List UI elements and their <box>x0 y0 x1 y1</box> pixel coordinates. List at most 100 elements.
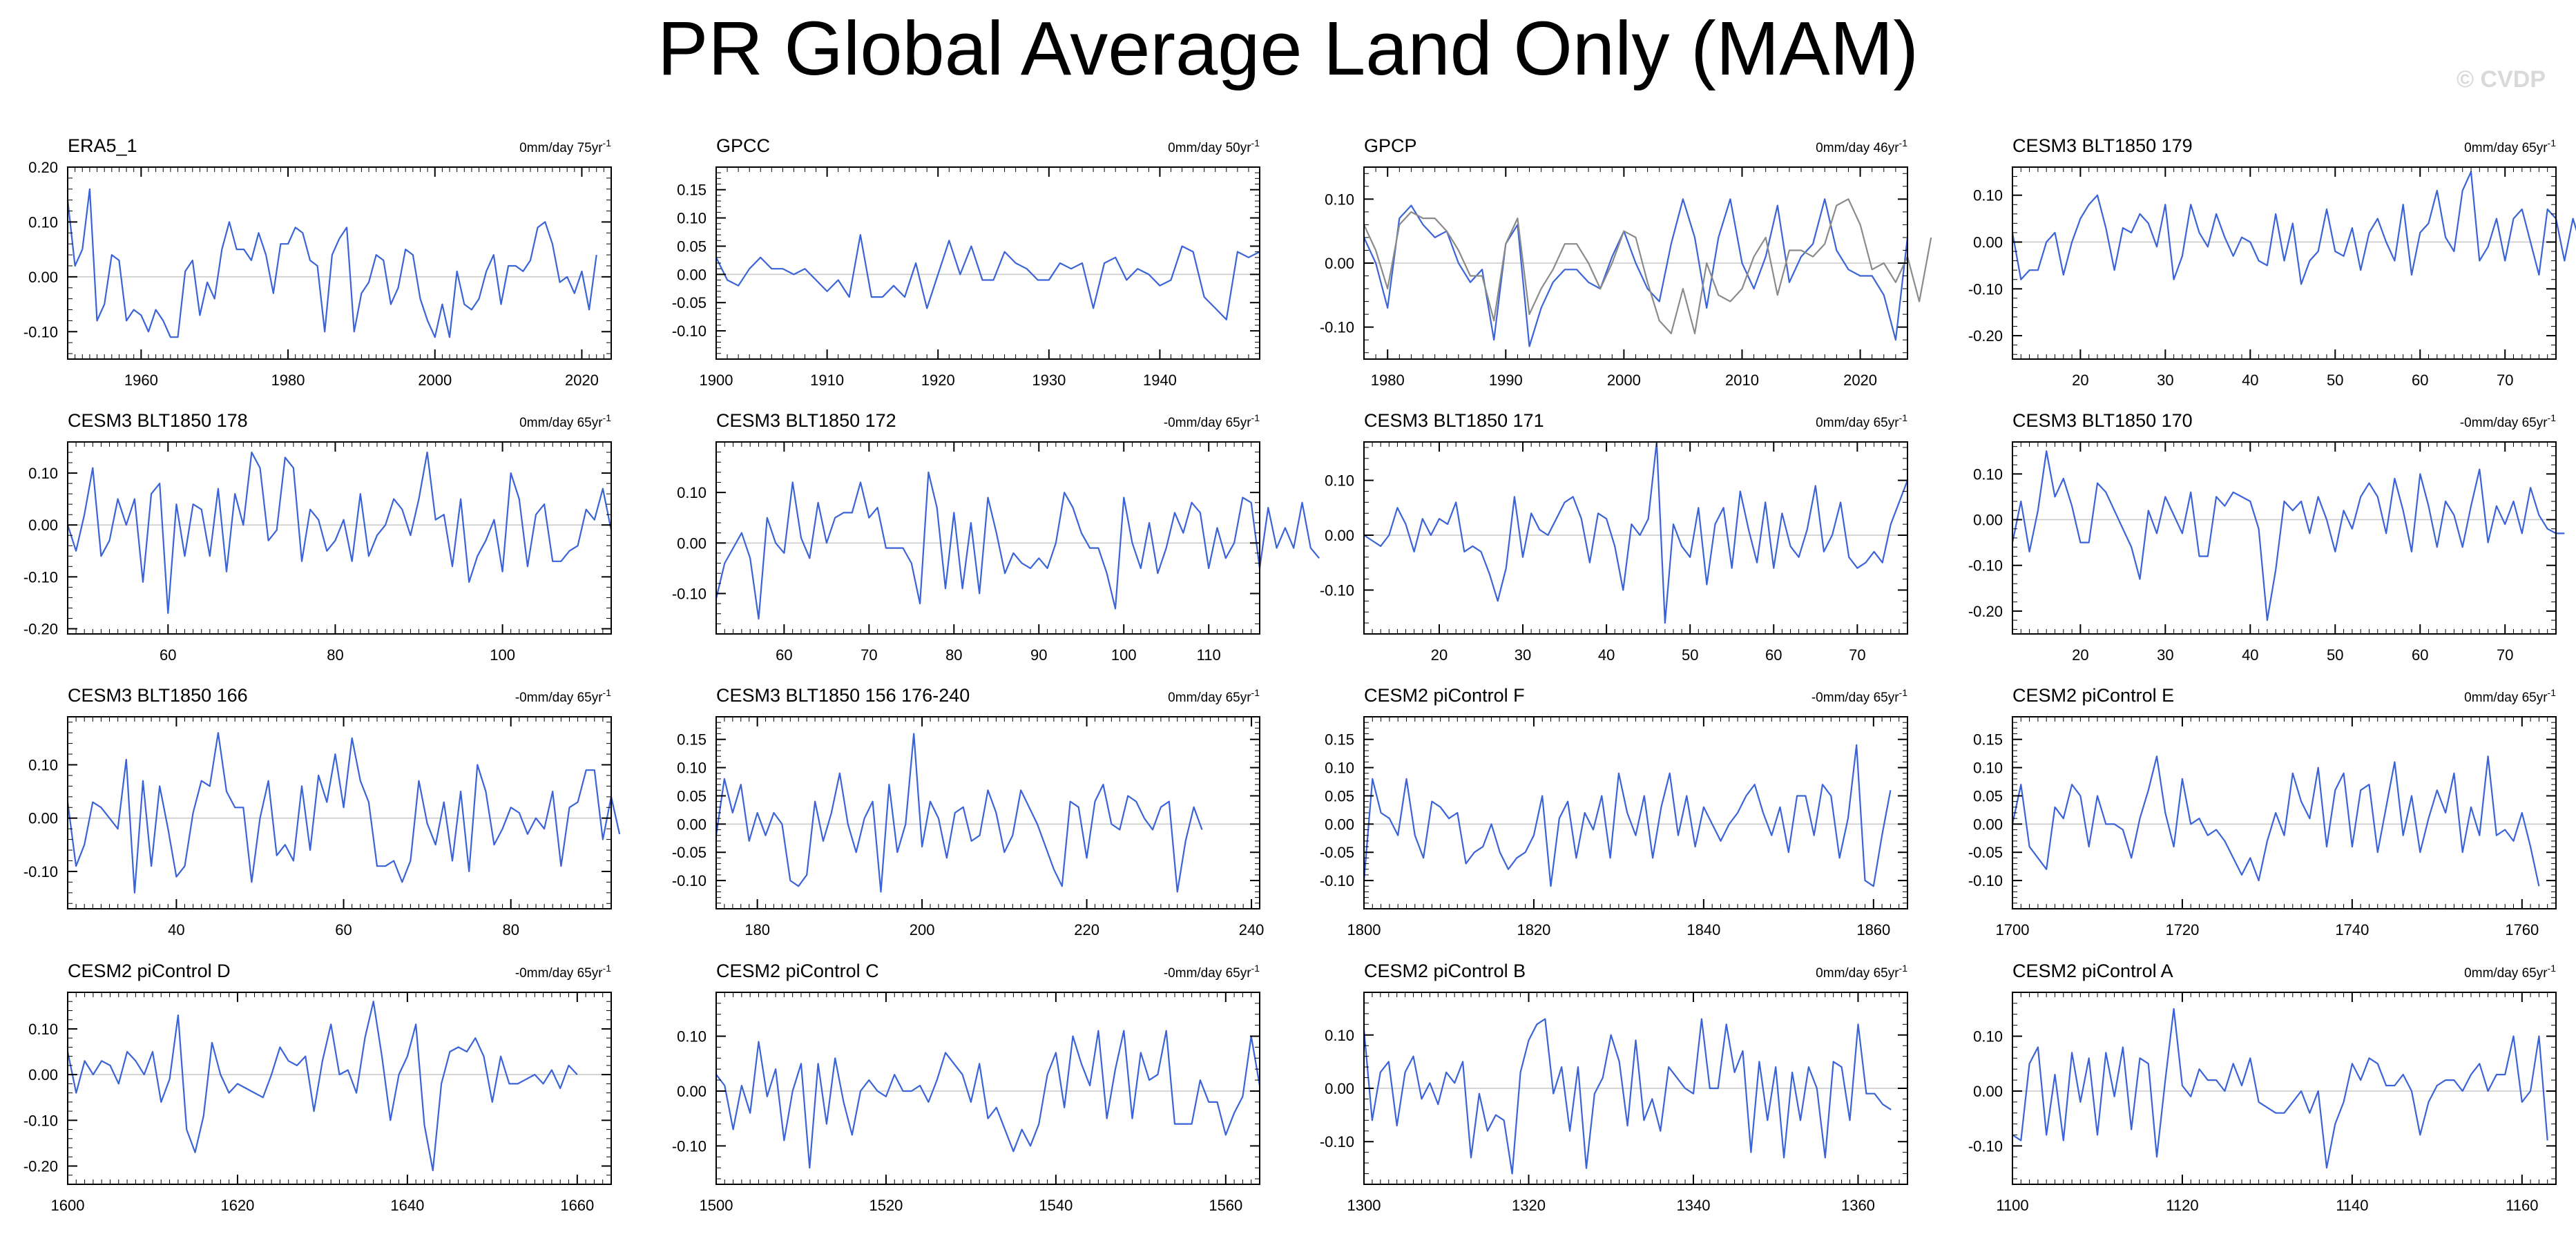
x-tick-label: 180 <box>744 921 770 938</box>
x-tick-label: 1740 <box>2335 921 2369 938</box>
x-tick-label: 60 <box>2412 646 2428 664</box>
panel-title: CESM3 BLT1850 156 176-240 <box>716 685 970 706</box>
trend-exponent: -1 <box>1899 412 1908 423</box>
panel-title: CESM3 BLT1850 179 <box>2012 135 2193 156</box>
x-tick-label: 40 <box>2242 372 2258 389</box>
trend-label: 0mm/day 50yr-1 <box>1168 137 1260 155</box>
x-tick-label: 40 <box>1598 646 1615 664</box>
x-tick-label: 1520 <box>869 1197 903 1214</box>
x-tick-label: 1940 <box>1143 372 1177 389</box>
panel-title: GPCC <box>716 135 770 156</box>
y-tick-label: 0.05 <box>677 238 707 255</box>
panel: CESM3 BLT1850 170 -0mm/day 65yr-1 20 30 40 50… <box>1968 410 2565 664</box>
panel-title: CESM3 BLT1850 171 <box>1364 410 1544 431</box>
panel: GPCP 0mm/day 46yr-1 1980 1990 2000 2010 2020 -0… <box>1320 135 1932 389</box>
x-tick-label: 80 <box>502 921 519 938</box>
x-tick-label: 1820 <box>1517 921 1550 938</box>
y-tick-label: -0.10 <box>1968 872 2003 889</box>
trend-value: 0mm/day 65yr <box>1816 416 1899 430</box>
y-tick-label: -0.10 <box>1968 557 2003 575</box>
x-tick-label: 1540 <box>1039 1197 1073 1214</box>
x-tick-label: 1920 <box>921 372 955 389</box>
x-tick-label: 1300 <box>1347 1197 1381 1214</box>
x-tick-label: 20 <box>2072 372 2088 389</box>
y-tick-label: -0.10 <box>23 568 58 586</box>
trend-value: -0mm/day 65yr <box>2460 416 2548 430</box>
y-tick-label: 0.10 <box>28 213 58 231</box>
panel-title: CESM2 piControl A <box>2012 961 2173 981</box>
y-tick-label: 0.10 <box>1325 760 1354 777</box>
trend-label: -0mm/day 65yr-1 <box>1164 412 1260 430</box>
series-line <box>66 1001 578 1172</box>
trend-exponent: -1 <box>2548 687 2557 698</box>
x-tick-label: 30 <box>1515 646 1531 664</box>
y-tick-label: 0.05 <box>677 787 707 804</box>
y-tick-label: 0.15 <box>677 182 707 199</box>
x-tick-label: 1930 <box>1032 372 1066 389</box>
y-tick-label: 0.00 <box>677 534 707 552</box>
series-line <box>715 234 1260 320</box>
x-tick-label: 1910 <box>810 372 844 389</box>
x-tick-label: 1900 <box>700 372 733 389</box>
panel-title: CESM2 piControl D <box>68 961 231 981</box>
series-line <box>1363 441 1909 624</box>
panel: CESM3 BLT1850 171 0mm/day 65yr-1 20 30 40 50 6… <box>1320 410 1909 664</box>
y-tick-label: 0.00 <box>677 266 707 283</box>
y-tick-label: 0.05 <box>1973 787 2003 804</box>
y-tick-label: -0.10 <box>1320 1133 1354 1150</box>
panel: CESM3 BLT1850 172 -0mm/day 65yr-1 60 70 80 90… <box>672 410 1320 664</box>
trend-value: -0mm/day 65yr <box>1164 966 1251 981</box>
panel-title: CESM3 BLT1850 166 <box>68 685 248 706</box>
trend-value: -0mm/day 65yr <box>1164 416 1251 430</box>
trend-label: -0mm/day 65yr-1 <box>2460 412 2556 430</box>
trend-label: 0mm/day 75yr-1 <box>519 137 611 155</box>
series-line <box>2011 450 2565 622</box>
x-tick-label: 1840 <box>1686 921 1720 938</box>
y-tick-label: -0.10 <box>1320 581 1354 599</box>
x-tick-label: 1720 <box>2165 921 2199 938</box>
x-tick-label: 1160 <box>2506 1197 2538 1214</box>
panel-title: CESM2 piControl F <box>1364 685 1525 706</box>
y-tick-label: -0.10 <box>672 872 707 889</box>
y-tick-label: -0.10 <box>1320 872 1354 889</box>
panel-title: ERA5_1 <box>68 135 137 156</box>
trend-label: -0mm/day 65yr-1 <box>1811 687 1907 705</box>
series-line <box>2011 171 2576 285</box>
trend-exponent: -1 <box>1899 963 1908 974</box>
series-line <box>715 733 1203 893</box>
x-tick-label: 40 <box>168 921 184 938</box>
panel: CESM3 BLT1850 166 -0mm/day 65yr-1 40 60 80 -0… <box>23 685 621 938</box>
y-tick-label: 0.00 <box>1973 512 2003 529</box>
panel-title: CESM2 piControl E <box>2012 685 2174 706</box>
y-tick-label: 0.10 <box>28 1021 58 1038</box>
series-line <box>2012 1008 2548 1169</box>
trend-label: 0mm/day 65yr-1 <box>1816 963 1907 981</box>
y-tick-label: 0.00 <box>677 816 707 833</box>
y-tick-label: 0.00 <box>28 269 58 286</box>
trend-exponent: -1 <box>2548 137 2557 148</box>
x-tick-label: 100 <box>1111 646 1137 664</box>
x-tick-label: 1560 <box>1209 1197 1242 1214</box>
trend-value: 0mm/day 75yr <box>519 141 603 155</box>
x-tick-label: 1980 <box>1371 372 1405 389</box>
trend-value: -0mm/day 65yr <box>1811 691 1899 705</box>
plot-frame <box>67 716 612 909</box>
y-tick-label: -0.20 <box>23 620 58 637</box>
trend-exponent: -1 <box>603 412 612 423</box>
x-tick-label: 2000 <box>1607 372 1641 389</box>
x-tick-label: 110 <box>1197 646 1221 664</box>
x-tick-label: 1120 <box>2166 1197 2198 1214</box>
x-tick-label: 1980 <box>271 372 305 389</box>
y-tick-label: 0.10 <box>1325 1027 1354 1044</box>
trend-label: -0mm/day 65yr-1 <box>515 963 611 981</box>
trend-exponent: -1 <box>1251 687 1260 698</box>
trend-exponent: -1 <box>603 687 612 698</box>
x-tick-label: 1500 <box>700 1197 733 1214</box>
trend-value: 0mm/day 65yr <box>519 416 603 430</box>
y-tick-label: 0.10 <box>677 1028 707 1046</box>
x-tick-label: 1340 <box>1676 1197 1710 1214</box>
plot-frame <box>715 166 1260 360</box>
panel: CESM3 BLT1850 156 176-240 0mm/day 65yr-1 1… <box>672 685 1265 938</box>
panel: CESM2 piControl A 0mm/day 65yr-1 1100 1120 1… <box>1968 961 2557 1214</box>
